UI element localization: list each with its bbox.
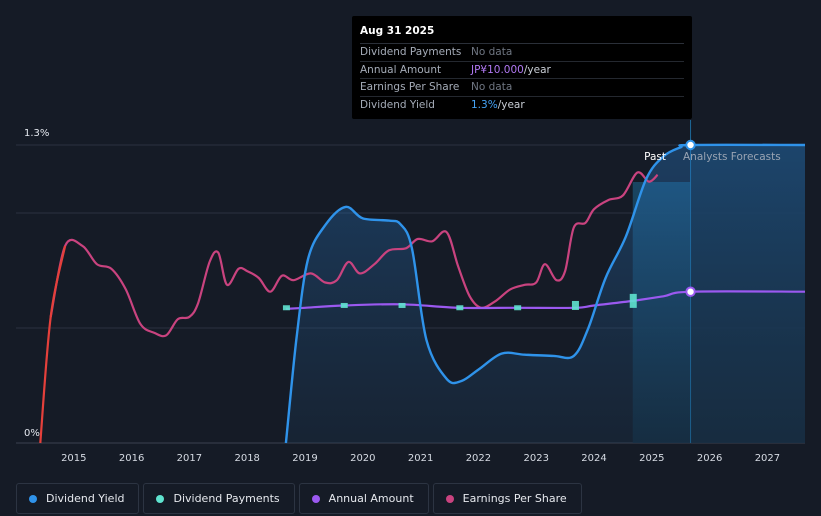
x-tick-2016: 2016: [119, 453, 144, 464]
legend-dot-icon: [156, 494, 165, 503]
tooltip-row: Dividend Yield 1.3%/year: [360, 97, 684, 115]
dividend-yield-line: [284, 143, 806, 444]
x-tick-2019: 2019: [292, 453, 317, 464]
dividend-payment-mark: [456, 305, 464, 311]
x-tick-2024: 2024: [581, 453, 606, 464]
x-tick-2017: 2017: [177, 453, 202, 464]
dividend-yield-area: [285, 144, 805, 444]
legend-dot-icon: [29, 494, 37, 503]
tooltip-row-value: No data: [471, 46, 513, 58]
chart-tooltip: Aug 31 2025 Dividend Payments No data Annu…: [352, 16, 692, 119]
tooltip-row-value: No data: [471, 81, 513, 93]
dividend-payment-mark: [629, 293, 637, 308]
tooltip-row-value: 1.3%: [471, 98, 498, 111]
legend-label: Earnings Per Share: [462, 492, 567, 505]
tooltip-row-label: Dividend Yield: [360, 98, 435, 111]
dividend-yield-marker: [685, 139, 696, 151]
x-tick-2026: 2026: [697, 453, 722, 464]
tooltip-row-unit: /year: [497, 98, 525, 111]
x-tick-2023: 2023: [523, 453, 548, 464]
legend-label: Annual Amount: [328, 492, 414, 505]
x-tick-2022: 2022: [466, 453, 491, 464]
dividend-payment-mark: [514, 305, 522, 311]
legend-dot-icon: [311, 494, 320, 503]
x-tick-2015: 2015: [61, 453, 86, 464]
dividend-payment-mark: [398, 302, 406, 308]
x-tick-2020: 2020: [350, 453, 375, 464]
dividend-payment-mark: [571, 300, 579, 310]
dividend-yield-fill: [285, 144, 805, 444]
x-tick-2025: 2025: [639, 453, 664, 464]
x-tick-2018: 2018: [234, 453, 259, 464]
tooltip-row-unit: /year: [523, 63, 551, 76]
earnings-per-share-line: [49, 171, 659, 338]
tooltip-row: Annual Amount JP¥10.000/year: [360, 62, 684, 79]
y-axis-bottom-label: 0%: [24, 428, 40, 439]
legend-label: Dividend Yield: [46, 492, 125, 505]
tooltip-row-value: JP¥10.000: [471, 63, 524, 76]
x-tick-2021: 2021: [408, 453, 433, 464]
legend-item-annual-amount[interactable]: Annual Amount: [298, 483, 429, 514]
legend-dot-icon: [445, 494, 454, 503]
dividend-payment-mark: [282, 305, 290, 311]
dividend-payment-mark: [340, 302, 348, 308]
marker-layer: [282, 139, 696, 311]
label-layer: 1.3% 0% Past Analysts Forecasts: [24, 128, 781, 439]
legend: Dividend Yield Dividend Payments Annual Am…: [16, 483, 582, 514]
tooltip-row-label: Dividend Payments: [360, 46, 462, 58]
tooltip-row: Earnings Per Share No data: [360, 79, 684, 97]
legend-item-dividend-yield[interactable]: Dividend Yield: [16, 483, 140, 514]
annual-amount-marker: [685, 286, 696, 297]
y-axis-top-label: 1.3%: [24, 128, 49, 139]
legend-label: Dividend Payments: [173, 492, 280, 505]
tooltip-date: Aug 31 2025: [360, 22, 684, 44]
tooltip-row-label: Annual Amount: [360, 63, 442, 76]
legend-item-dividend-payments[interactable]: Dividend Payments: [143, 483, 295, 514]
earnings-per-share-low-segment: [39, 245, 67, 444]
past-label: Past: [644, 151, 666, 163]
tooltip-row: Dividend Payments No data: [360, 44, 684, 62]
x-tick-2027: 2027: [755, 453, 780, 464]
series-layer: [39, 143, 806, 444]
forecast-label: Analysts Forecasts: [683, 151, 781, 163]
legend-item-earnings-per-share[interactable]: Earnings Per Share: [432, 483, 582, 514]
tooltip-row-label: Earnings Per Share: [360, 81, 460, 93]
x-axis-ticks: 2015 2016 2017 2018 2019 2020 2021 2022 2023 2024…: [61, 453, 780, 464]
